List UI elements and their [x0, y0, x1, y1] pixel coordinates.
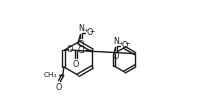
Text: O: O: [87, 28, 93, 37]
Text: O: O: [66, 45, 73, 54]
Text: O: O: [78, 40, 84, 49]
Text: O: O: [121, 41, 128, 50]
Text: +: +: [83, 29, 88, 34]
Text: −: −: [90, 29, 95, 35]
Text: Cl: Cl: [77, 46, 85, 55]
Text: −: −: [124, 41, 130, 47]
Text: +: +: [118, 41, 123, 46]
Text: CH₃: CH₃: [43, 72, 57, 78]
Text: N: N: [113, 37, 119, 46]
Text: N: N: [78, 24, 84, 33]
Text: O: O: [113, 52, 119, 61]
Text: O: O: [73, 60, 79, 69]
Text: O: O: [56, 83, 62, 92]
